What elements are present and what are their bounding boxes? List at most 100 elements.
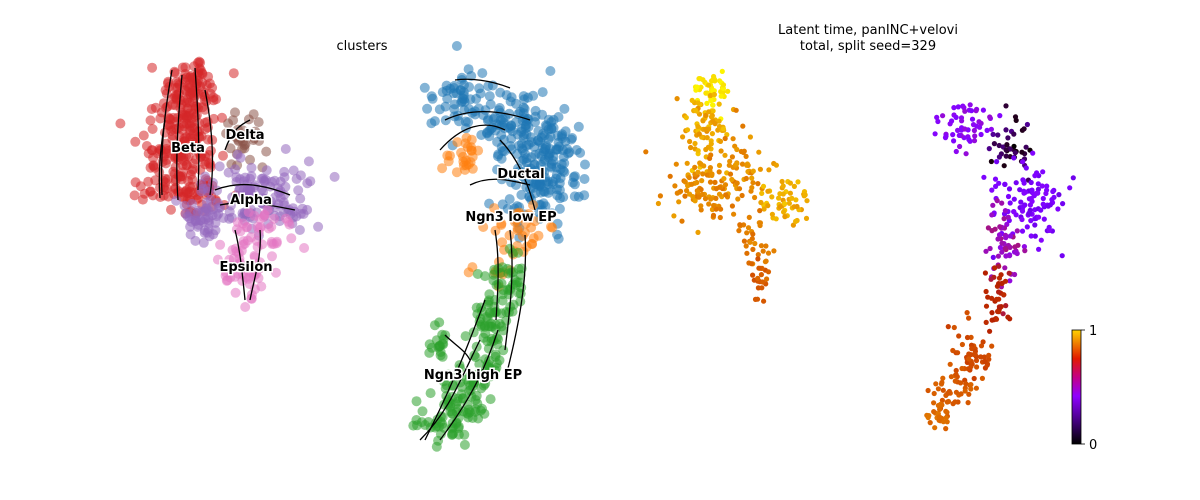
- latent-point: [694, 84, 700, 90]
- latent-point: [704, 100, 710, 106]
- latent-point: [708, 141, 714, 147]
- latent-point: [968, 108, 975, 114]
- latent-point: [757, 166, 764, 172]
- latent-point: [1028, 233, 1034, 239]
- latent-point: [998, 272, 1004, 278]
- latent-point: [1011, 155, 1017, 161]
- cluster-point: [456, 75, 467, 85]
- latent-point: [983, 288, 989, 295]
- colorbar-tick-label-min: 0: [1089, 438, 1097, 453]
- cluster-point: [284, 219, 295, 230]
- cluster-point: [482, 127, 493, 138]
- latent-point: [727, 158, 733, 164]
- latent-point: [1013, 117, 1019, 123]
- latent-point: [940, 375, 946, 381]
- latent-point: [684, 160, 690, 166]
- cluster-point: [179, 133, 190, 144]
- cluster-point: [461, 132, 472, 143]
- latent-point: [964, 334, 971, 341]
- cluster-point: [246, 162, 257, 173]
- latent-point: [802, 192, 808, 198]
- latent-point: [729, 176, 735, 183]
- latent-point: [687, 138, 693, 145]
- latent-point: [1013, 249, 1019, 256]
- cluster-point: [553, 112, 564, 122]
- cluster-point: [141, 141, 152, 151]
- latent-point: [682, 179, 688, 185]
- cluster-point: [497, 237, 508, 248]
- latent-point: [1015, 242, 1021, 248]
- latent-point: [996, 142, 1002, 149]
- cluster-point: [580, 159, 590, 170]
- cluster-label: Delta: [225, 128, 264, 143]
- latent-point: [708, 196, 714, 202]
- latent-point: [943, 133, 949, 139]
- latent-point: [787, 190, 794, 196]
- cluster-point: [514, 140, 525, 151]
- cluster-point: [174, 79, 185, 90]
- latent-point: [996, 263, 1002, 269]
- cluster-point: [513, 247, 524, 258]
- cluster-point: [214, 161, 225, 172]
- latent-point: [925, 387, 931, 394]
- cluster-point: [496, 308, 507, 319]
- latent-point: [749, 185, 755, 191]
- cluster-point: [227, 245, 238, 255]
- latent-point: [1005, 135, 1011, 141]
- latent-point: [974, 364, 980, 370]
- cluster-point: [471, 93, 482, 104]
- latent-point: [1032, 233, 1038, 239]
- latent-point: [1040, 201, 1046, 207]
- latent-point: [933, 381, 939, 387]
- cluster-point: [579, 190, 590, 201]
- cluster-point: [462, 408, 473, 419]
- latent-point: [945, 324, 951, 330]
- latent-point: [740, 123, 746, 129]
- latent-point: [996, 232, 1003, 238]
- cluster-point: [166, 204, 176, 215]
- latent-point: [988, 158, 995, 165]
- latent-point: [726, 162, 732, 168]
- streamline: [444, 334, 471, 361]
- latent-point: [760, 183, 767, 189]
- cluster-label: Alpha: [230, 193, 272, 208]
- latent-point: [939, 397, 946, 403]
- latent-point: [962, 108, 968, 114]
- latent-point: [984, 127, 990, 133]
- cluster-point: [204, 78, 215, 89]
- latent-point: [745, 225, 752, 231]
- cluster-point: [437, 163, 448, 174]
- streamline: [504, 229, 513, 351]
- latent-point: [711, 202, 717, 209]
- latent-point: [683, 115, 689, 121]
- latent-point: [712, 121, 718, 127]
- latent-point: [995, 236, 1001, 242]
- colorbar-gradient: [1071, 329, 1082, 445]
- cluster-point: [493, 149, 504, 160]
- cluster-point: [448, 428, 459, 439]
- latent-point: [734, 146, 740, 153]
- cluster-point: [497, 199, 508, 210]
- latent-point: [1022, 202, 1028, 208]
- latent-point: [712, 179, 718, 185]
- latent-point: [1032, 222, 1038, 228]
- latent-point: [1006, 270, 1012, 276]
- latent-point: [953, 367, 959, 374]
- cluster-point: [484, 355, 494, 366]
- latent-point: [1021, 126, 1027, 132]
- latent-point: [755, 181, 761, 187]
- cluster-point: [181, 185, 192, 196]
- latent-point: [695, 148, 701, 154]
- latent-point: [989, 295, 995, 301]
- latent-point: [956, 333, 962, 339]
- latent-point: [988, 276, 994, 282]
- latent-point: [983, 303, 990, 309]
- latent-point: [720, 126, 727, 132]
- latent-point: [707, 179, 714, 185]
- cluster-point: [485, 99, 496, 110]
- cluster-point: [528, 200, 538, 210]
- cluster-point: [171, 195, 182, 206]
- latent-point: [707, 92, 714, 99]
- latent-point: [982, 358, 988, 365]
- cluster-point: [196, 186, 207, 197]
